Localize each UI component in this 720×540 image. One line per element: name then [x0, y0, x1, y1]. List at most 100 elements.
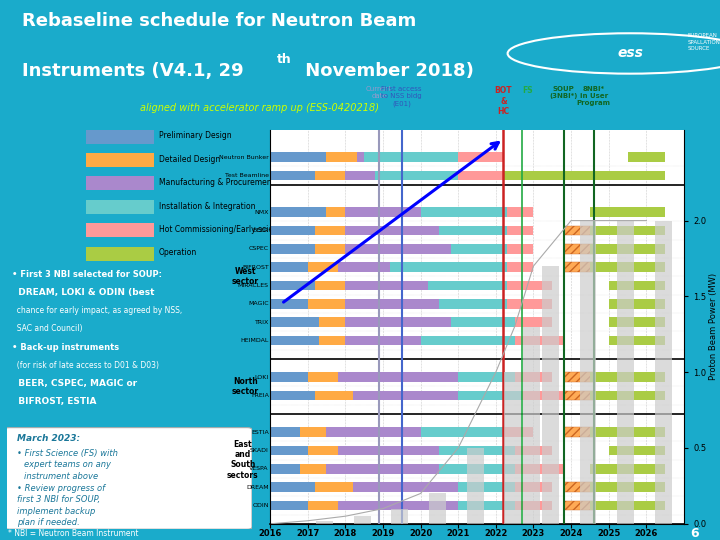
Bar: [270, 446, 315, 455]
Bar: [503, 427, 534, 437]
Bar: [392, 509, 408, 524]
Text: LOKI: LOKI: [255, 375, 269, 380]
Text: • First 3 NBI selected for SOUP:: • First 3 NBI selected for SOUP:: [12, 270, 162, 279]
Bar: [270, 373, 326, 382]
Bar: [503, 171, 665, 180]
Bar: [608, 281, 665, 290]
Bar: [590, 244, 665, 254]
Bar: [364, 152, 488, 162]
Bar: [346, 299, 451, 308]
Bar: [439, 226, 507, 235]
Bar: [270, 226, 326, 235]
Bar: [86, 223, 154, 237]
Text: HEIMDAL: HEIMDAL: [240, 338, 269, 343]
Bar: [375, 171, 466, 180]
Bar: [590, 373, 665, 382]
Text: EUROPEAN
SPALLATION
SOURCE: EUROPEAN SPALLATION SOURCE: [688, 33, 720, 51]
Text: chance for early impact, as agreed by NSS,: chance for early impact, as agreed by NS…: [12, 306, 182, 315]
Bar: [564, 501, 594, 510]
Bar: [86, 177, 154, 191]
Bar: [507, 299, 552, 308]
Text: BOT
&
HC: BOT & HC: [495, 86, 512, 116]
Bar: [617, 220, 634, 524]
Bar: [307, 262, 346, 272]
Bar: [439, 446, 515, 455]
Text: ESTIA: ESTIA: [251, 430, 269, 435]
Bar: [315, 244, 356, 254]
Bar: [315, 171, 346, 180]
Text: Hot Commissioning/Early science: Hot Commissioning/Early science: [159, 225, 287, 234]
Bar: [307, 373, 356, 382]
Text: DREAM, LOKI & ODIN (best: DREAM, LOKI & ODIN (best: [12, 288, 155, 297]
Bar: [326, 207, 364, 217]
Bar: [458, 171, 503, 180]
Bar: [507, 281, 552, 290]
Bar: [315, 226, 356, 235]
Text: (for risk of late access to D01 & D03): (for risk of late access to D01 & D03): [12, 361, 159, 370]
Text: BEER: BEER: [253, 228, 269, 233]
Bar: [315, 482, 364, 492]
Bar: [338, 262, 402, 272]
Bar: [439, 299, 507, 308]
Text: TRIX: TRIX: [255, 320, 269, 325]
Bar: [420, 427, 503, 437]
Bar: [507, 244, 534, 254]
Text: SKADI: SKADI: [250, 448, 269, 453]
Text: BEER, CSPEC, MAGIC or: BEER, CSPEC, MAGIC or: [12, 379, 138, 388]
Bar: [353, 390, 477, 400]
Bar: [590, 501, 665, 510]
Text: BIFROST: BIFROST: [242, 265, 269, 269]
Bar: [428, 281, 507, 290]
Bar: [307, 299, 346, 308]
Bar: [515, 464, 564, 474]
Bar: [270, 244, 326, 254]
Text: ODIN: ODIN: [253, 503, 269, 508]
Bar: [338, 446, 458, 455]
Bar: [270, 464, 307, 474]
Text: • Review progress of: • Review progress of: [17, 484, 105, 493]
Bar: [628, 152, 665, 162]
Bar: [346, 226, 458, 235]
Bar: [608, 336, 665, 345]
Bar: [458, 501, 515, 510]
Text: VESPA: VESPA: [249, 467, 269, 471]
Bar: [608, 318, 665, 327]
Bar: [564, 390, 594, 400]
Text: Instruments (V4.1, 29: Instruments (V4.1, 29: [22, 62, 243, 80]
Bar: [504, 372, 521, 524]
Bar: [270, 207, 338, 217]
Bar: [590, 464, 665, 474]
Bar: [338, 501, 477, 510]
Bar: [515, 373, 552, 382]
Text: • Back-up instruments: • Back-up instruments: [12, 342, 120, 352]
Bar: [515, 336, 564, 345]
Text: 8NBI*
in User
Program: 8NBI* in User Program: [577, 86, 611, 106]
Bar: [507, 207, 534, 217]
Text: Detailed Design: Detailed Design: [159, 155, 220, 164]
Bar: [451, 244, 507, 254]
Bar: [590, 262, 665, 272]
Bar: [300, 427, 338, 437]
Bar: [346, 336, 439, 345]
Bar: [353, 482, 477, 492]
Text: implement backup: implement backup: [17, 507, 95, 516]
Bar: [458, 373, 515, 382]
Text: ess: ess: [617, 46, 643, 60]
Text: First access
to NSS bldg
(E01): First access to NSS bldg (E01): [382, 86, 422, 107]
Bar: [542, 266, 559, 524]
Bar: [590, 482, 665, 492]
FancyBboxPatch shape: [5, 428, 252, 529]
Bar: [326, 427, 439, 437]
Bar: [270, 171, 315, 180]
Y-axis label: Proton Beam Power (MW): Proton Beam Power (MW): [709, 273, 718, 380]
Bar: [564, 226, 594, 235]
Bar: [270, 390, 326, 400]
Text: aligned with accelerator ramp up (ESS-0420218): aligned with accelerator ramp up (ESS-04…: [140, 103, 379, 113]
Bar: [356, 152, 402, 162]
Text: MIRACLES: MIRACLES: [238, 283, 269, 288]
Text: SOUP
(3NBI*): SOUP (3NBI*): [549, 86, 577, 99]
Text: * NBI = Neutron Beam Instrument: * NBI = Neutron Beam Instrument: [8, 529, 139, 538]
Text: East
and
South
sectors: East and South sectors: [227, 440, 258, 480]
Bar: [300, 464, 338, 474]
Text: SAC and Council): SAC and Council): [12, 325, 83, 333]
